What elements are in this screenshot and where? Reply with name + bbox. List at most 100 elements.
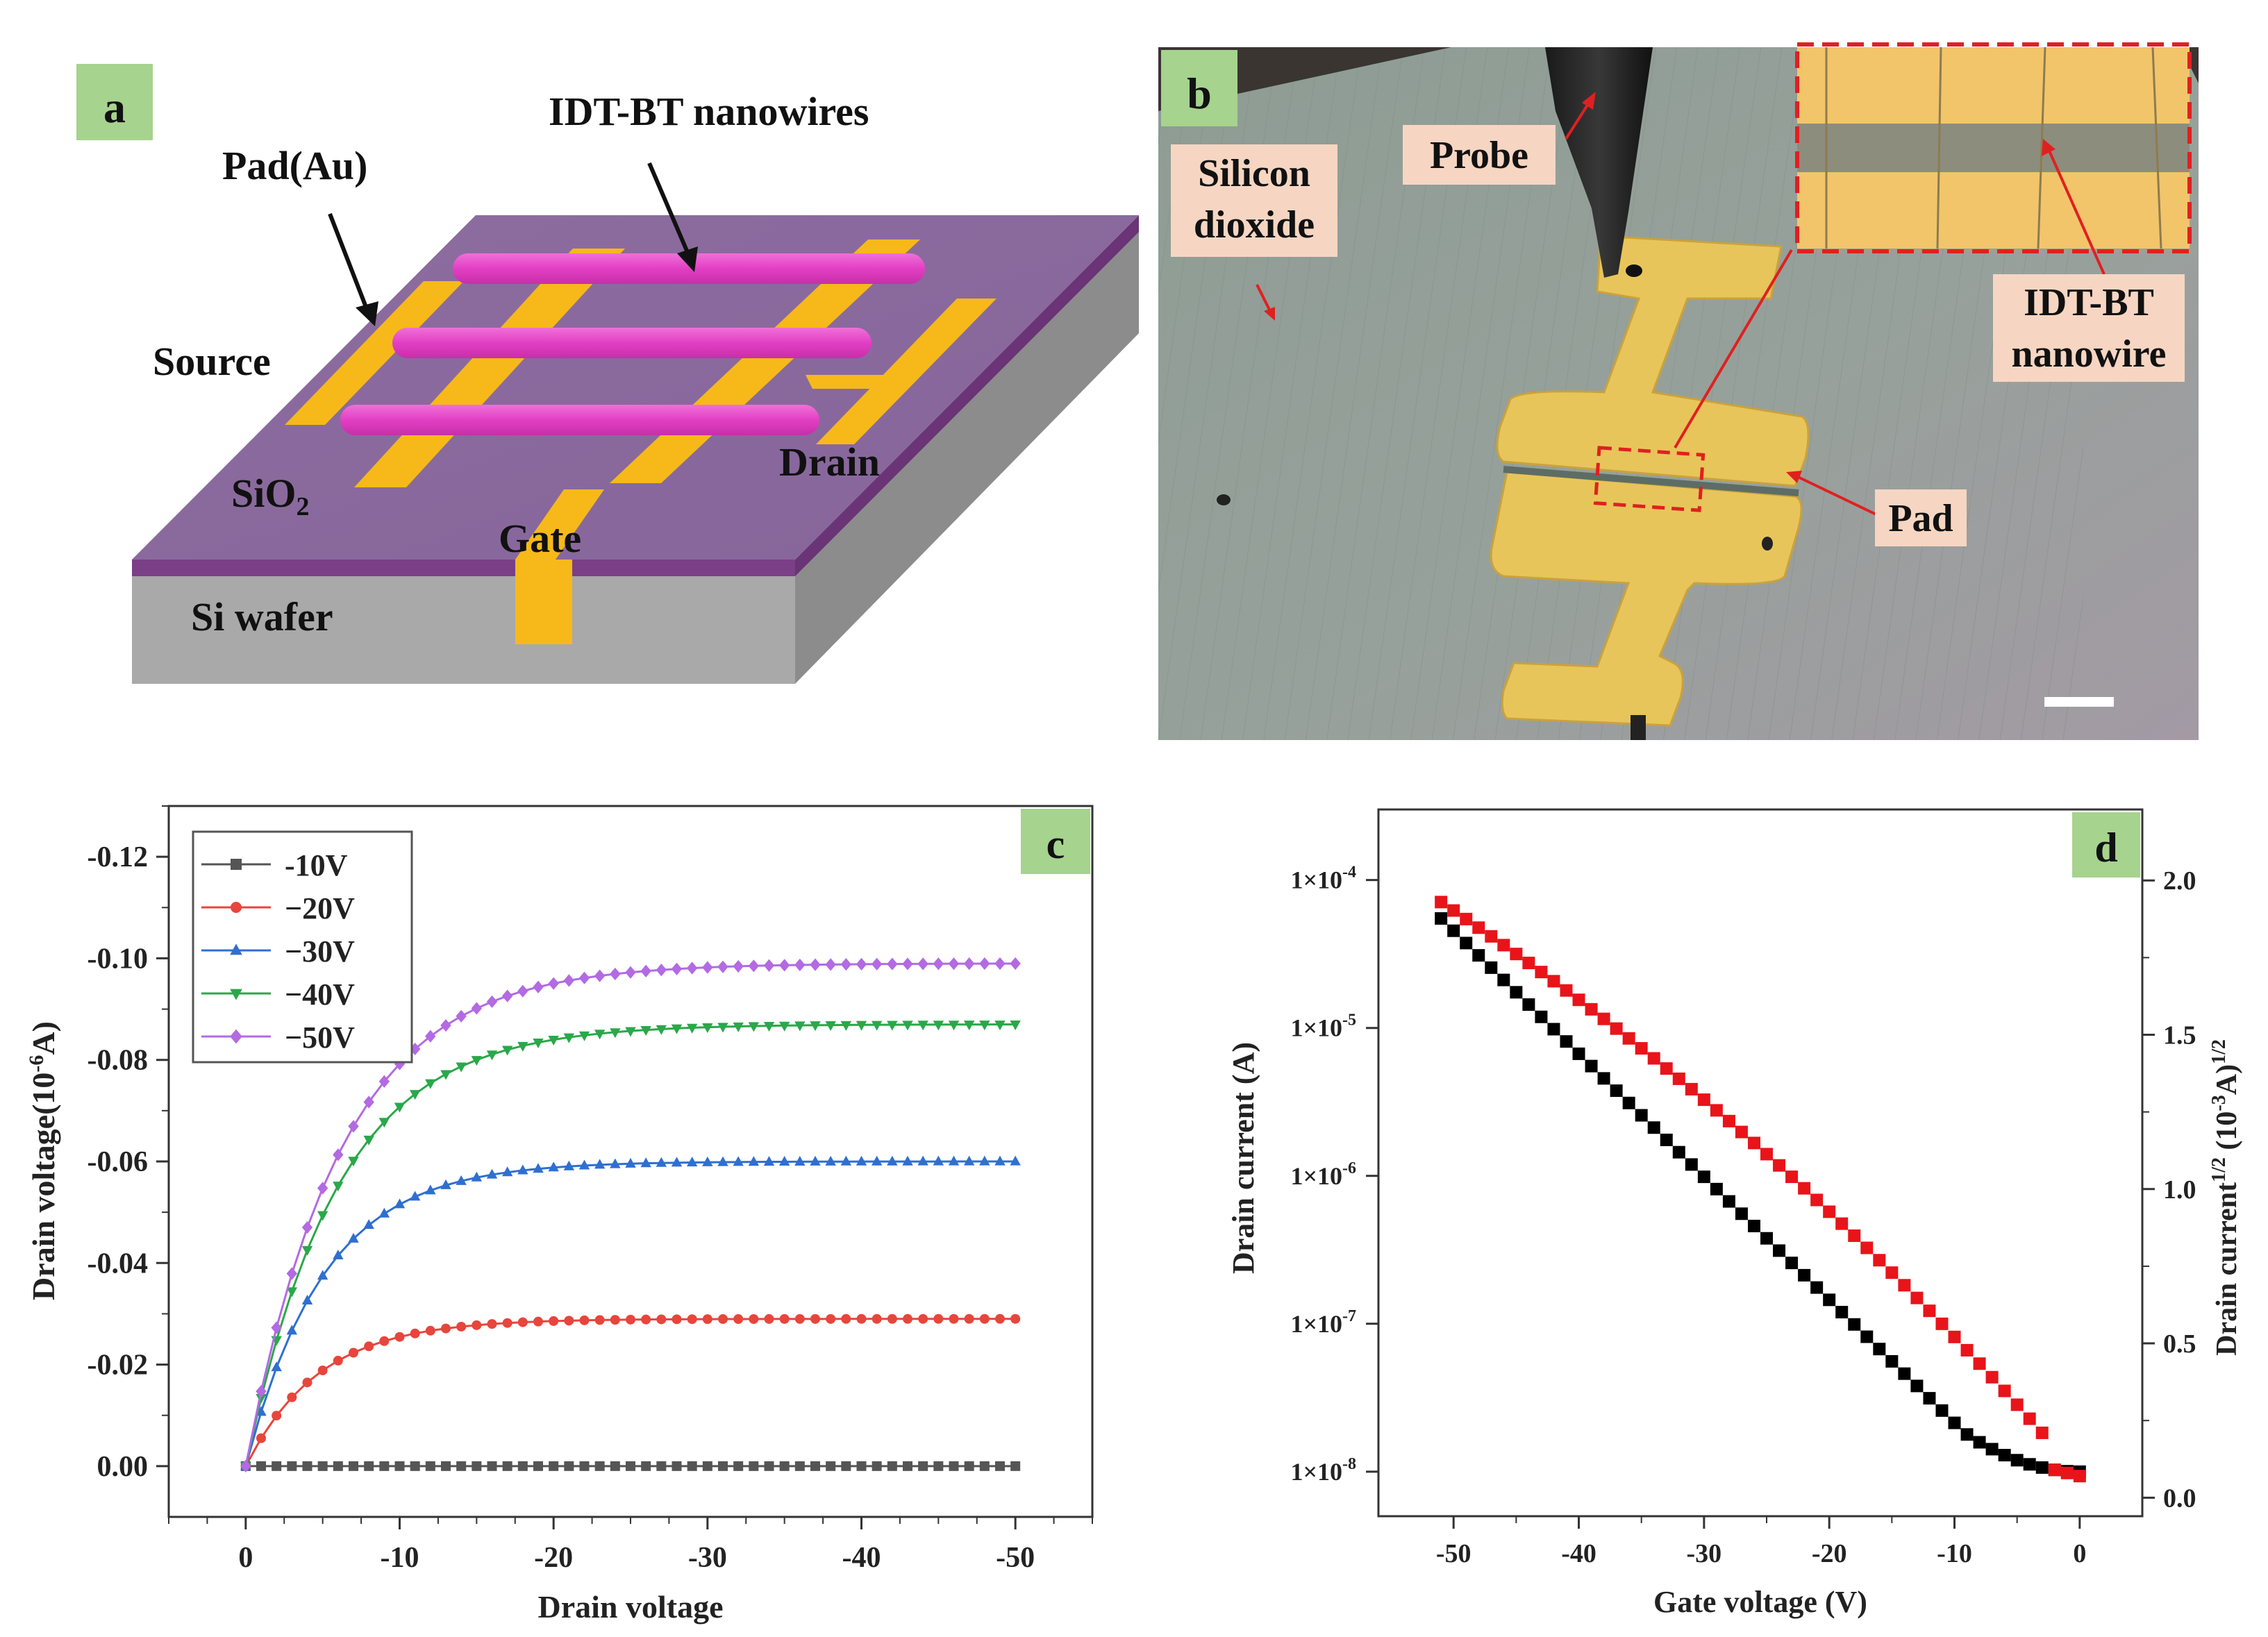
label-source: Source: [153, 339, 271, 384]
point-20v: [718, 1314, 728, 1325]
point-10v: [856, 1461, 867, 1471]
point-50v: [440, 1018, 451, 1032]
point-30v: [363, 1219, 374, 1229]
point-20v: [394, 1332, 405, 1342]
point-10v: [779, 1461, 790, 1471]
point-30v: [501, 1166, 513, 1177]
point-20v: [810, 1313, 820, 1324]
point-log-drain-current: [2010, 1454, 2024, 1467]
point-40v: [917, 1021, 928, 1031]
plot-c-ytick-label: -0.02: [87, 1350, 149, 1382]
legend-marker: [231, 902, 242, 913]
point-log-drain-current: [1885, 1354, 1899, 1368]
drain-bar: [806, 375, 903, 389]
point-50v: [378, 1075, 390, 1088]
point-50v: [810, 958, 821, 971]
point-sqrt-drain-current: [1898, 1279, 1911, 1292]
point-50v: [979, 957, 990, 971]
nanowire-arrow-head: [677, 246, 698, 272]
label-si-wafer: Si wafer: [191, 594, 333, 639]
point-30v: [686, 1157, 698, 1167]
point-log-drain-current: [1848, 1318, 1861, 1331]
point-40v: [456, 1062, 467, 1073]
panel-c-output-chart: 0 -10 -20 -30 -40 -50 0.00 -0.02 -0.04 -0.06 -0.08…: [25, 805, 1094, 1625]
point-log-drain-current: [1635, 1109, 1648, 1122]
point-log-drain-current: [1547, 1023, 1560, 1036]
point-50v: [686, 962, 698, 975]
point-40v: [333, 1182, 344, 1192]
nanowire-middle: [392, 328, 872, 358]
point-50v: [240, 1459, 251, 1472]
point-20v: [672, 1314, 682, 1325]
plot-d-ytick-right-label: 1.0: [2163, 1175, 2196, 1204]
series-line-40v: [244, 1023, 1016, 1467]
point-20v: [564, 1316, 574, 1326]
point-10v: [949, 1461, 959, 1471]
point-10v: [964, 1461, 974, 1471]
panel-d-letter: d: [2094, 825, 2117, 871]
point-20v: [256, 1433, 266, 1443]
point-40v: [409, 1090, 421, 1100]
point-log-drain-current: [1948, 1416, 1961, 1429]
point-20v: [287, 1392, 297, 1402]
point-10v: [810, 1461, 820, 1471]
plot-c-axes: 0 -10 -20 -30 -40 -50 0.00 -0.02 -0.04 -0.06 -0.08…: [87, 805, 1093, 1574]
legend-label: −40V: [285, 977, 355, 1011]
point-40v: [378, 1118, 390, 1128]
point-30v: [348, 1232, 359, 1243]
point-40v: [979, 1021, 990, 1031]
plot-d-ylabel-right: Drain current1/2 (10-3A)1/2: [2208, 1039, 2243, 1356]
point-30v: [933, 1155, 944, 1166]
point-sqrt-drain-current: [1923, 1304, 1936, 1318]
point-40v: [471, 1056, 483, 1066]
sio2-front-edge: [132, 560, 795, 576]
point-40v: [594, 1030, 606, 1040]
point-log-drain-current: [1447, 924, 1460, 937]
point-10v: [718, 1461, 728, 1471]
plot-d-axes: -50 -40 -30 -20 -10 0 1×10-8 1×10-7 1×10-6 1×10-5…: [1290, 864, 2196, 1568]
point-30v: [671, 1157, 683, 1167]
point-log-drain-current: [1522, 998, 1535, 1011]
point-20v: [379, 1336, 390, 1346]
point-50v: [501, 989, 513, 1002]
point-30v: [640, 1157, 651, 1168]
point-sqrt-drain-current: [1597, 1012, 1610, 1025]
point-30v: [840, 1155, 852, 1166]
point-30v: [533, 1163, 544, 1173]
plot-d-ylabel-left: Drain current (A): [1226, 1042, 1260, 1274]
point-30v: [394, 1198, 406, 1209]
plot-d-ytick-right-label: 1.5: [2163, 1021, 2196, 1050]
legend-box: [192, 830, 413, 1064]
point-30v: [486, 1168, 498, 1179]
point-log-drain-current: [1798, 1268, 1811, 1282]
point-20v: [410, 1328, 420, 1338]
point-sqrt-drain-current: [1522, 957, 1535, 970]
point-50v: [471, 1002, 483, 1015]
sio2-side-edge: [795, 215, 1139, 576]
point-sqrt-drain-current: [1835, 1217, 1849, 1230]
point-sqrt-drain-current: [1935, 1317, 1949, 1330]
nanowires: [340, 253, 925, 435]
point-log-drain-current: [1960, 1428, 1974, 1441]
point-40v: [548, 1036, 559, 1046]
point-10v: [933, 1461, 944, 1471]
point-30v: [594, 1159, 606, 1169]
point-log-drain-current: [1435, 912, 1448, 925]
point-log-drain-current: [1998, 1449, 2011, 1462]
point-log-drain-current: [1898, 1367, 1911, 1380]
point-sqrt-drain-current: [1672, 1072, 1685, 1085]
point-50v: [994, 957, 1006, 971]
point-log-drain-current: [1760, 1232, 1774, 1245]
panel-d-letter-bg: [2072, 812, 2140, 878]
point-30v: [517, 1164, 528, 1175]
panel-b-arrows: [1256, 92, 2106, 519]
plot-c-ylabel: Drain voltage(10-6A): [25, 1021, 61, 1300]
point-50v: [702, 961, 713, 974]
pad-arrow: [328, 212, 370, 314]
point-50v: [286, 1267, 298, 1280]
point-log-drain-current: [1860, 1330, 1874, 1343]
plot-d-ytick-right-label: 2.0: [2163, 866, 2196, 896]
point-50v: [563, 974, 575, 987]
point-sqrt-drain-current: [1560, 984, 1573, 997]
plot-d-ytick-right-label: 0.5: [2163, 1329, 2196, 1359]
